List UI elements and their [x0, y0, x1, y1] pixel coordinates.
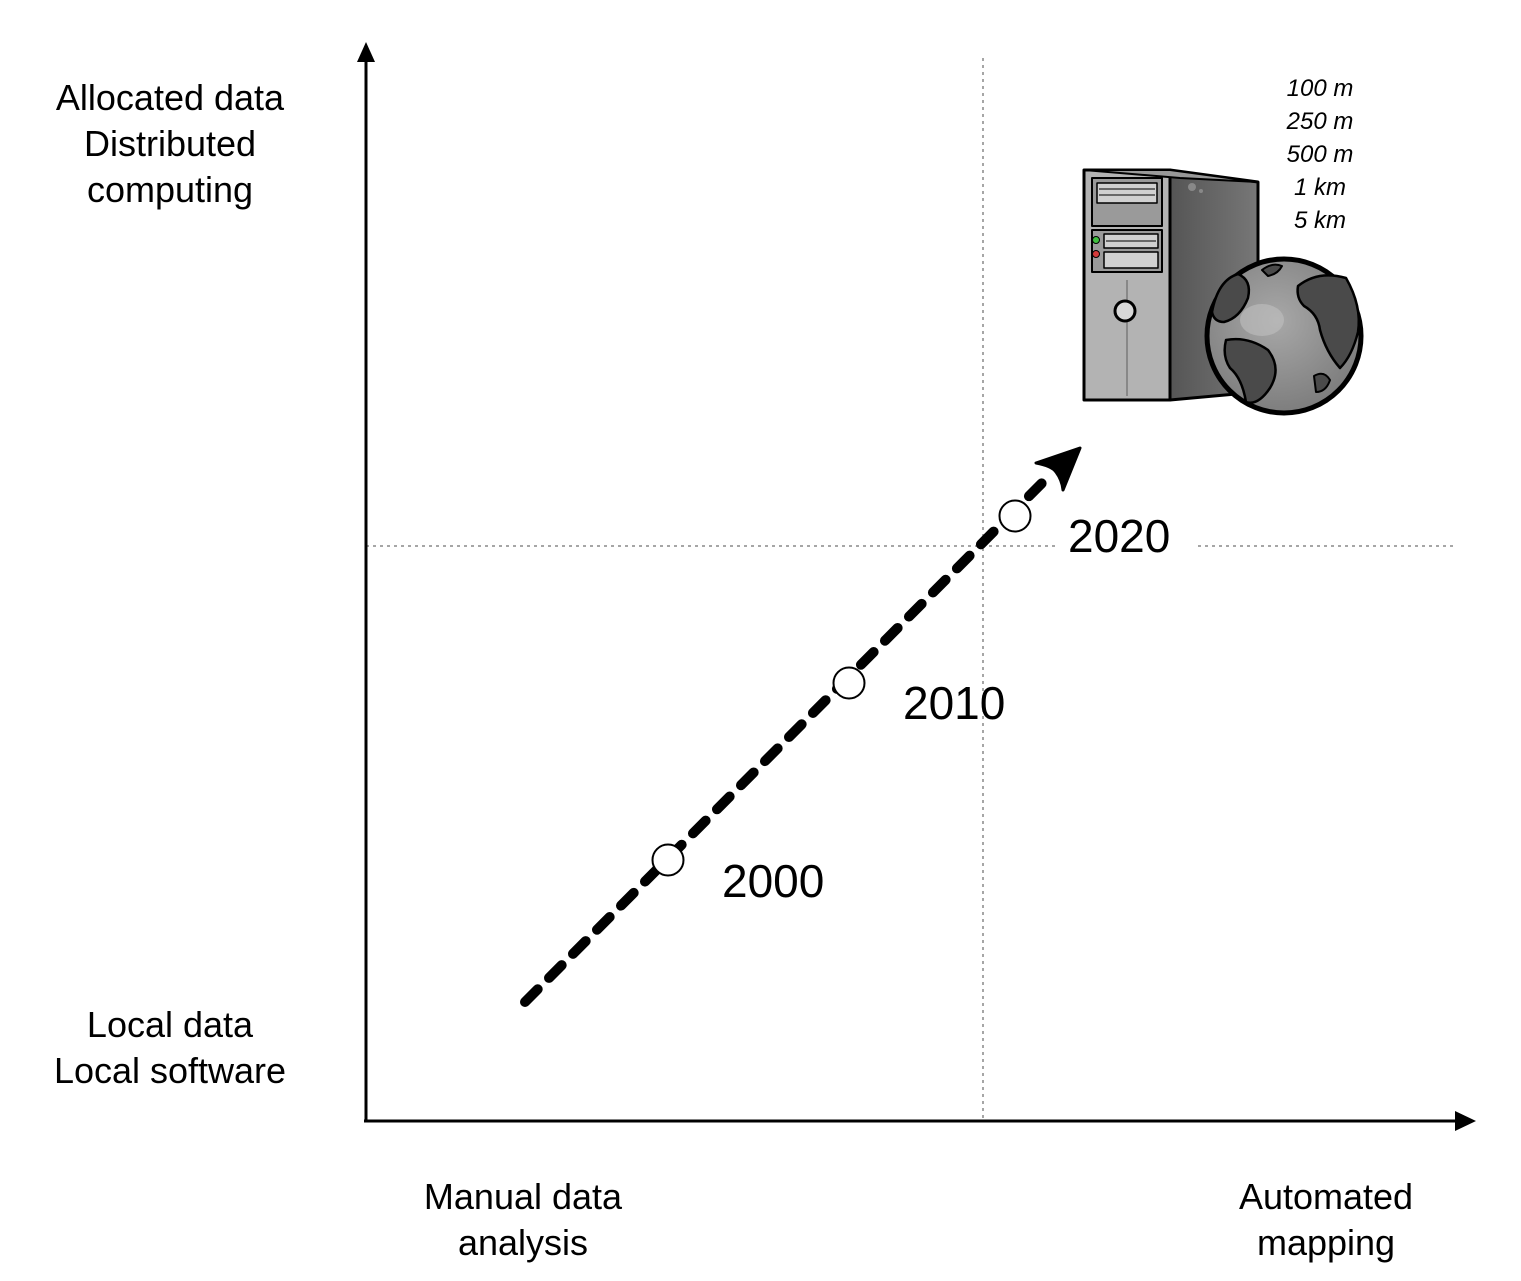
x-left-line-1: Manual data: [423, 1176, 623, 1217]
milestone-marker-2020: [998, 499, 1032, 533]
year-label-2010: 2010: [903, 677, 1006, 729]
milestone-marker-2010: [832, 666, 866, 700]
y-top-line-3: computing: [86, 169, 254, 210]
trend-arrow-line: [520, 470, 1055, 1007]
y-axis-top-label: Allocated data Distributed computing: [20, 75, 320, 213]
x-left-line-2: analysis: [457, 1222, 589, 1263]
year-label-2000: 2000: [722, 855, 825, 907]
year-label-2020: 2020: [1068, 510, 1171, 562]
x-right-line-1: Automated: [1238, 1176, 1414, 1217]
y-top-line-1: Allocated data: [55, 77, 285, 118]
globe-icon: [1204, 256, 1364, 416]
resolution-item: 100 m: [1286, 75, 1354, 102]
trend-arrowhead: [1034, 446, 1082, 492]
resolution-item: 5 km: [1293, 207, 1346, 234]
y-axis-bottom-label: Local data Local software: [20, 1002, 320, 1094]
milestone-marker-2000: [651, 843, 685, 877]
x-axis-right-label: Automated mapping: [1176, 1174, 1476, 1266]
x-axis-arrowhead: [1455, 1111, 1476, 1131]
x-axis-left-label: Manual data analysis: [373, 1174, 673, 1266]
y-top-line-2: Distributed: [83, 123, 257, 164]
x-right-line-2: mapping: [1256, 1222, 1396, 1263]
computer-tower-icon: [1082, 168, 1260, 402]
resolution-item: 250 m: [1286, 108, 1354, 135]
resolution-item: 1 km: [1293, 174, 1346, 201]
y-axis-arrowhead: [357, 42, 375, 62]
resolution-item: 500 m: [1286, 141, 1354, 168]
y-bottom-line-2: Local software: [53, 1050, 287, 1091]
y-bottom-line-1: Local data: [86, 1004, 254, 1045]
resolution-list: 100 m 250 m 500 m 1 km 5 km: [1270, 72, 1370, 237]
